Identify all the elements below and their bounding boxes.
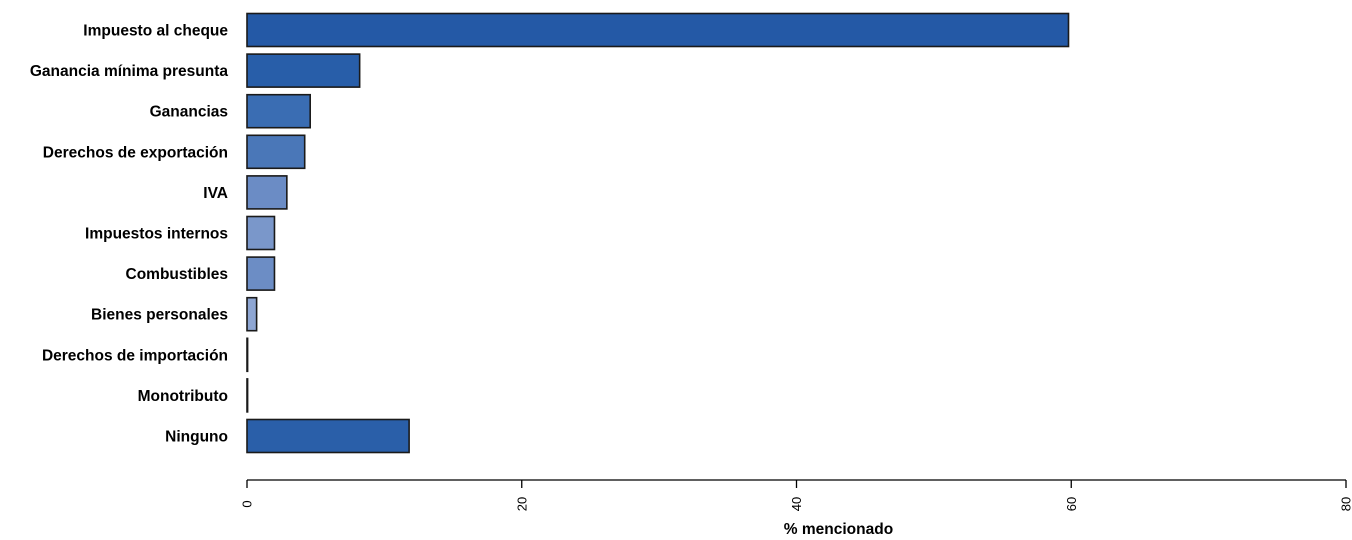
bar-8 [247,338,248,371]
x-tick-label: 20 [514,497,529,511]
x-tick-label: 0 [240,500,255,507]
bar-7 [247,298,257,331]
x-tick-label: 80 [1339,497,1352,511]
category-label: Ninguno [165,429,228,446]
category-label: Derechos de importación [42,347,228,364]
bar-4 [247,176,287,209]
bar-3 [247,135,305,168]
category-labels-group: Impuesto al cheque Ganancia mínima presun… [30,23,229,446]
bar-1 [247,54,360,87]
category-label: Impuestos internos [85,226,228,243]
category-label: Combustibles [126,266,228,283]
x-tick-label: 40 [789,497,804,511]
bar-6 [247,257,274,290]
category-label: Monotributo [138,388,228,405]
bar-2 [247,95,310,128]
x-axis: 0 20 40 60 80 [240,480,1352,511]
x-axis-title: % mencionado [784,521,893,538]
bar-5 [247,217,274,250]
category-label: Impuesto al cheque [83,23,228,40]
category-label: Derechos de exportación [43,144,228,161]
category-label: Ganancias [150,104,228,121]
bar-9 [247,379,248,412]
category-label: Bienes personales [91,307,228,324]
category-label: Ganancia mínima presunta [30,63,228,80]
bar-10 [247,420,409,453]
x-tick-label: 60 [1064,497,1079,511]
bars-group [247,14,1069,453]
category-label: IVA [203,185,228,202]
bar-0 [247,14,1069,47]
